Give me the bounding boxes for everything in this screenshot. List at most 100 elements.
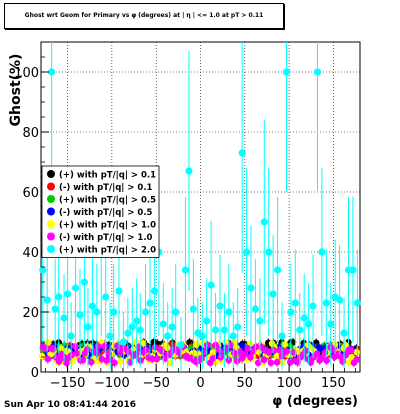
data-point <box>106 332 114 340</box>
data-point <box>164 332 172 340</box>
data-point <box>128 323 136 331</box>
data-point <box>39 266 47 274</box>
data-point <box>132 350 140 358</box>
data-point <box>55 293 63 301</box>
data-point <box>44 355 52 363</box>
data-point <box>278 332 286 340</box>
data-point <box>313 68 322 76</box>
data-point <box>230 349 238 357</box>
data-point <box>336 296 344 304</box>
data-layer <box>38 42 361 372</box>
data-point <box>79 356 87 364</box>
data-point <box>203 317 211 325</box>
data-point <box>242 248 251 256</box>
data-point <box>146 299 154 307</box>
data-point <box>296 326 304 334</box>
data-point <box>84 346 91 353</box>
data-point <box>102 293 110 301</box>
data-point <box>101 342 108 350</box>
data-point <box>198 355 205 362</box>
data-point <box>347 346 355 354</box>
data-point <box>111 359 118 367</box>
data-point <box>73 349 81 357</box>
data-point <box>353 356 361 363</box>
data-point <box>139 340 147 347</box>
data-point <box>283 348 291 355</box>
data-point <box>287 358 294 366</box>
legend-marker <box>47 245 55 253</box>
data-point <box>291 299 299 307</box>
data-point <box>302 347 309 355</box>
data-point <box>94 342 102 350</box>
data-point <box>229 332 237 340</box>
data-point <box>269 290 277 298</box>
legend-marker <box>47 232 55 241</box>
data-point <box>251 305 260 313</box>
data-point <box>51 305 59 313</box>
data-point <box>211 326 220 334</box>
data-point <box>247 284 255 292</box>
data-point <box>55 358 63 365</box>
data-point <box>287 308 295 316</box>
x-tick-label: 0 <box>196 376 204 391</box>
data-point <box>216 302 224 310</box>
data-point <box>241 350 249 358</box>
data-point <box>110 308 118 316</box>
data-point <box>84 323 92 331</box>
data-point <box>300 314 308 322</box>
data-point <box>71 284 80 292</box>
data-point <box>339 358 346 365</box>
data-point <box>153 355 161 363</box>
data-point <box>181 266 190 274</box>
data-point <box>327 320 335 328</box>
data-point <box>309 302 317 310</box>
data-point <box>136 326 144 334</box>
data-point <box>190 349 198 357</box>
legend-label: (+) with pT/|q| > 0.5 <box>59 196 156 206</box>
data-point <box>185 167 193 175</box>
y-tick-label: 20 <box>22 306 39 321</box>
chart-title-box: Ghost wrt Geom for Primary vs φ (degrees… <box>4 3 284 29</box>
legend-marker <box>47 220 55 228</box>
data-point <box>353 299 361 307</box>
data-point <box>150 287 159 295</box>
data-point <box>318 248 326 256</box>
footer-timestamp: Sun Apr 10 08:41:44 2016 <box>4 400 137 410</box>
data-point <box>193 341 200 348</box>
data-point <box>57 345 65 352</box>
x-tick-label: 50 <box>237 376 254 391</box>
data-point <box>256 317 264 325</box>
x-tick-label: 150 <box>321 376 346 391</box>
data-point <box>76 311 84 319</box>
data-point <box>233 357 241 365</box>
data-point <box>124 329 132 337</box>
x-tick-label: −50 <box>142 376 169 391</box>
data-point <box>80 278 89 286</box>
data-point <box>87 358 95 366</box>
legend-label: (+) with pT/|q| > 1.0 <box>59 221 156 231</box>
data-point <box>225 308 233 316</box>
legend: (+) with pT/|q| > 0.1 (-) with pT/|q| > 0… <box>41 165 160 258</box>
data-point <box>348 353 355 361</box>
data-point <box>273 266 282 274</box>
data-point <box>115 287 123 295</box>
data-point <box>105 350 112 357</box>
data-point <box>133 317 141 325</box>
data-point <box>168 323 176 331</box>
y-tick-label: 0 <box>31 366 39 381</box>
y-tick-label: 100 <box>14 66 39 81</box>
data-point <box>267 359 275 367</box>
legend-label: (-) with pT/|q| > 0.1 <box>59 183 153 193</box>
data-point <box>220 326 229 334</box>
data-point <box>236 348 244 355</box>
data-point <box>313 350 321 358</box>
chart-title: Ghost wrt Geom for Primary vs φ (degrees… <box>24 12 264 19</box>
data-point <box>158 347 166 355</box>
data-point <box>318 354 325 362</box>
data-point <box>60 314 68 322</box>
x-tick-label: −100 <box>94 376 130 391</box>
data-point <box>234 323 242 331</box>
data-point <box>63 290 72 298</box>
data-point <box>209 349 217 356</box>
data-point <box>175 348 182 356</box>
